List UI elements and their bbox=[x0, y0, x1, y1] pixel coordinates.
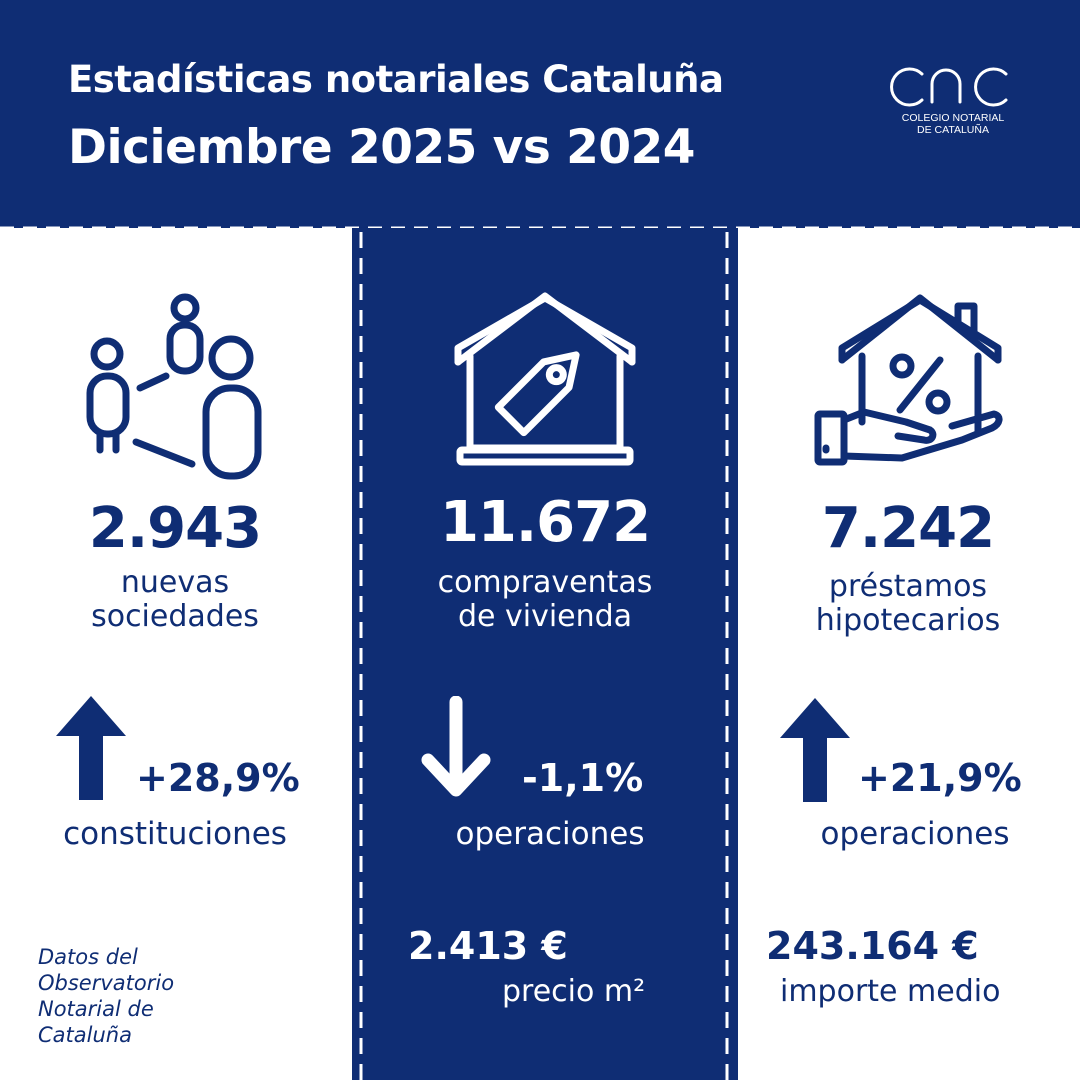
page-subtitle: Diciembre 2025 vs 2024 bbox=[68, 120, 695, 175]
average-price-value: 2.413 € bbox=[408, 924, 568, 968]
change-percent: +28,9% bbox=[136, 756, 300, 800]
header-banner: Estadísticas notariales Cataluña Diciemb… bbox=[0, 0, 1080, 228]
source-line: Notarial de bbox=[38, 997, 154, 1021]
average-price-label: precio m² bbox=[502, 974, 646, 1009]
house-percent-hand-icon bbox=[814, 294, 1003, 466]
people-network-icon bbox=[86, 293, 262, 480]
center-panel bbox=[352, 228, 738, 1080]
change-percent: +21,9% bbox=[858, 756, 1022, 800]
cnc-logo-icon bbox=[890, 67, 1008, 107]
change-label: operaciones bbox=[455, 816, 645, 852]
source-line: Observatorio bbox=[38, 971, 175, 995]
logo-text-line1: COLEGIO NOTARIAL bbox=[901, 112, 1005, 124]
center-panel-right-border bbox=[725, 232, 729, 1080]
change-percent: -1,1% bbox=[522, 756, 644, 800]
up-arrow-icon bbox=[56, 696, 126, 800]
source-line: Datos del bbox=[38, 945, 138, 969]
house-price-tag-icon bbox=[454, 292, 636, 466]
data-source-note: Datos del Observatorio Notarial de Catal… bbox=[38, 944, 258, 1048]
stat-value: 2.943 bbox=[88, 496, 262, 561]
center-panel-left-border bbox=[359, 232, 363, 1080]
average-amount-value: 243.164 € bbox=[766, 924, 979, 968]
stat-value: 7.242 bbox=[821, 496, 995, 561]
stat-label-line1: préstamos bbox=[828, 569, 988, 604]
page-title: Estadísticas notariales Cataluña bbox=[68, 58, 724, 101]
stat-value: 11.672 bbox=[439, 490, 651, 555]
stat-label-line2: sociedades bbox=[91, 599, 259, 634]
average-amount-label: importe medio bbox=[780, 974, 1001, 1009]
colegio-notarial-logo: COLEGIO NOTARIAL DE CATALUÑA bbox=[888, 60, 1018, 150]
change-label: operaciones bbox=[820, 816, 1010, 852]
stat-label-line2: de vivienda bbox=[457, 599, 633, 634]
stat-label-line1: nuevas bbox=[120, 565, 230, 600]
stat-label-line2: hipotecarios bbox=[815, 603, 1001, 638]
stat-label-line1: compraventas bbox=[437, 565, 653, 600]
up-arrow-icon bbox=[780, 698, 850, 802]
down-arrow-icon bbox=[421, 696, 491, 797]
change-label: constituciones bbox=[63, 816, 287, 852]
logo-text-line2: DE CATALUÑA bbox=[917, 124, 989, 136]
source-line: Cataluña bbox=[38, 1023, 132, 1047]
